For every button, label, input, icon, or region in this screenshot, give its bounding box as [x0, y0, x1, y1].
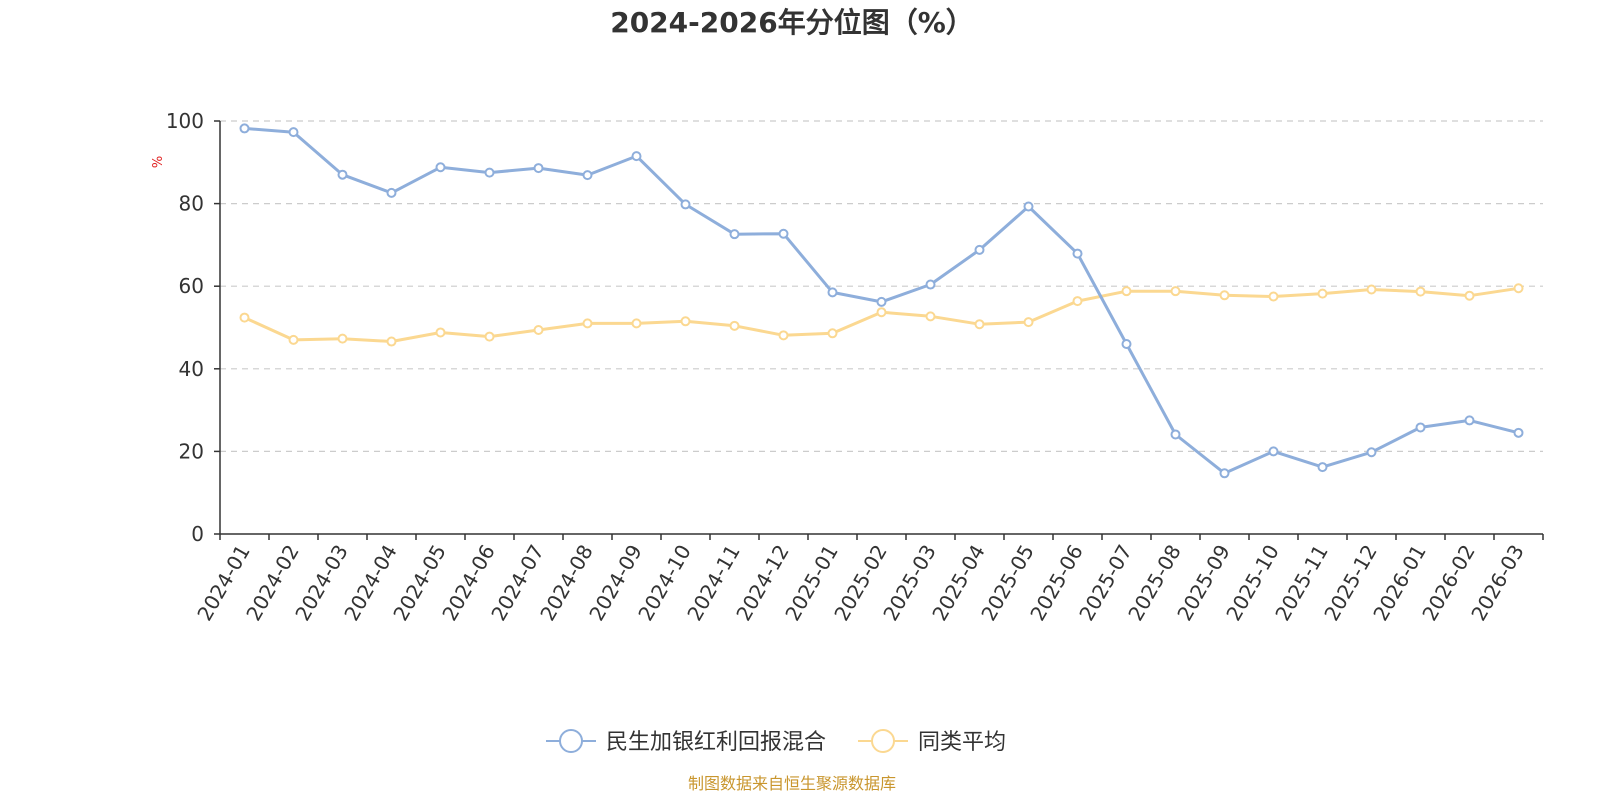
- legend-marker-icon: [871, 729, 895, 753]
- y-tick-label: 80: [179, 192, 204, 216]
- data-point[interactable]: [778, 330, 789, 341]
- data-point[interactable]: [582, 318, 593, 329]
- data-point[interactable]: [1513, 283, 1524, 294]
- grid-lines: [220, 120, 1543, 452]
- data-point[interactable]: [1170, 429, 1181, 440]
- data-point[interactable]: [435, 162, 446, 173]
- data-point[interactable]: [631, 151, 642, 162]
- data-point[interactable]: [974, 244, 985, 255]
- data-point[interactable]: [1415, 286, 1426, 297]
- axes: [214, 120, 1544, 540]
- series-lines: [239, 123, 1524, 479]
- data-point[interactable]: [1317, 462, 1328, 473]
- data-point[interactable]: [1513, 427, 1524, 438]
- data-point[interactable]: [435, 327, 446, 338]
- data-point[interactable]: [778, 228, 789, 239]
- data-point[interactable]: [386, 187, 397, 198]
- data-point[interactable]: [484, 331, 495, 342]
- data-point[interactable]: [239, 123, 250, 134]
- y-tick-labels: 0 20 40 60 80 100: [166, 109, 204, 546]
- y-tick-label: 20: [179, 439, 204, 463]
- legend[interactable]: 民生加银红利回报混合 同类平均: [546, 729, 1006, 755]
- data-point[interactable]: [1023, 317, 1034, 328]
- data-point[interactable]: [1170, 286, 1181, 297]
- data-point[interactable]: [631, 318, 642, 329]
- legend-item-2[interactable]: 同类平均: [858, 729, 1006, 755]
- data-point[interactable]: [1415, 422, 1426, 433]
- data-point[interactable]: [680, 199, 691, 210]
- data-point[interactable]: [729, 229, 740, 240]
- data-point[interactable]: [680, 316, 691, 327]
- data-point[interactable]: [876, 296, 887, 307]
- data-point[interactable]: [1121, 339, 1132, 350]
- data-point[interactable]: [288, 127, 299, 138]
- data-point[interactable]: [582, 170, 593, 181]
- series-2: [239, 283, 1524, 347]
- x-tick-labels: 2024-012024-022024-032024-042024-052024-…: [192, 541, 1529, 625]
- data-point[interactable]: [533, 163, 544, 174]
- data-point[interactable]: [1268, 291, 1279, 302]
- source-note: 制图数据来自恒生聚源数据库: [688, 774, 896, 793]
- y-tick-label: 100: [166, 109, 204, 133]
- data-point[interactable]: [337, 333, 348, 344]
- chart-title: 2024-2026年分位图（%）: [610, 6, 974, 39]
- y-tick-label: 0: [191, 522, 204, 546]
- data-point[interactable]: [239, 312, 250, 323]
- data-point[interactable]: [1072, 296, 1083, 307]
- data-point[interactable]: [1464, 290, 1475, 301]
- data-point[interactable]: [386, 336, 397, 347]
- y-axis-unit-label: %: [151, 156, 166, 168]
- data-point[interactable]: [1317, 288, 1328, 299]
- data-point[interactable]: [1219, 468, 1230, 479]
- data-point[interactable]: [1023, 201, 1034, 212]
- data-point[interactable]: [1366, 447, 1377, 458]
- data-point[interactable]: [484, 167, 495, 178]
- data-point[interactable]: [827, 328, 838, 339]
- legend-marker-icon: [559, 729, 583, 753]
- data-point[interactable]: [337, 169, 348, 180]
- data-point[interactable]: [925, 311, 936, 322]
- legend-label: 民生加银红利回报混合: [606, 730, 826, 755]
- data-point[interactable]: [974, 319, 985, 330]
- legend-item-1[interactable]: 民生加银红利回报混合: [546, 729, 826, 755]
- data-point[interactable]: [1121, 286, 1132, 297]
- data-point[interactable]: [1072, 248, 1083, 259]
- y-tick-label: 60: [179, 274, 204, 298]
- data-point[interactable]: [876, 307, 887, 318]
- data-point[interactable]: [533, 324, 544, 335]
- data-point[interactable]: [1366, 284, 1377, 295]
- data-point[interactable]: [1268, 446, 1279, 457]
- legend-label: 同类平均: [918, 730, 1006, 755]
- y-tick-label: 40: [179, 357, 204, 381]
- data-point[interactable]: [1219, 290, 1230, 301]
- series-1: [239, 123, 1524, 479]
- data-point[interactable]: [925, 279, 936, 290]
- data-point[interactable]: [1464, 415, 1475, 426]
- data-point[interactable]: [827, 287, 838, 298]
- data-point[interactable]: [729, 320, 740, 331]
- data-point[interactable]: [288, 334, 299, 345]
